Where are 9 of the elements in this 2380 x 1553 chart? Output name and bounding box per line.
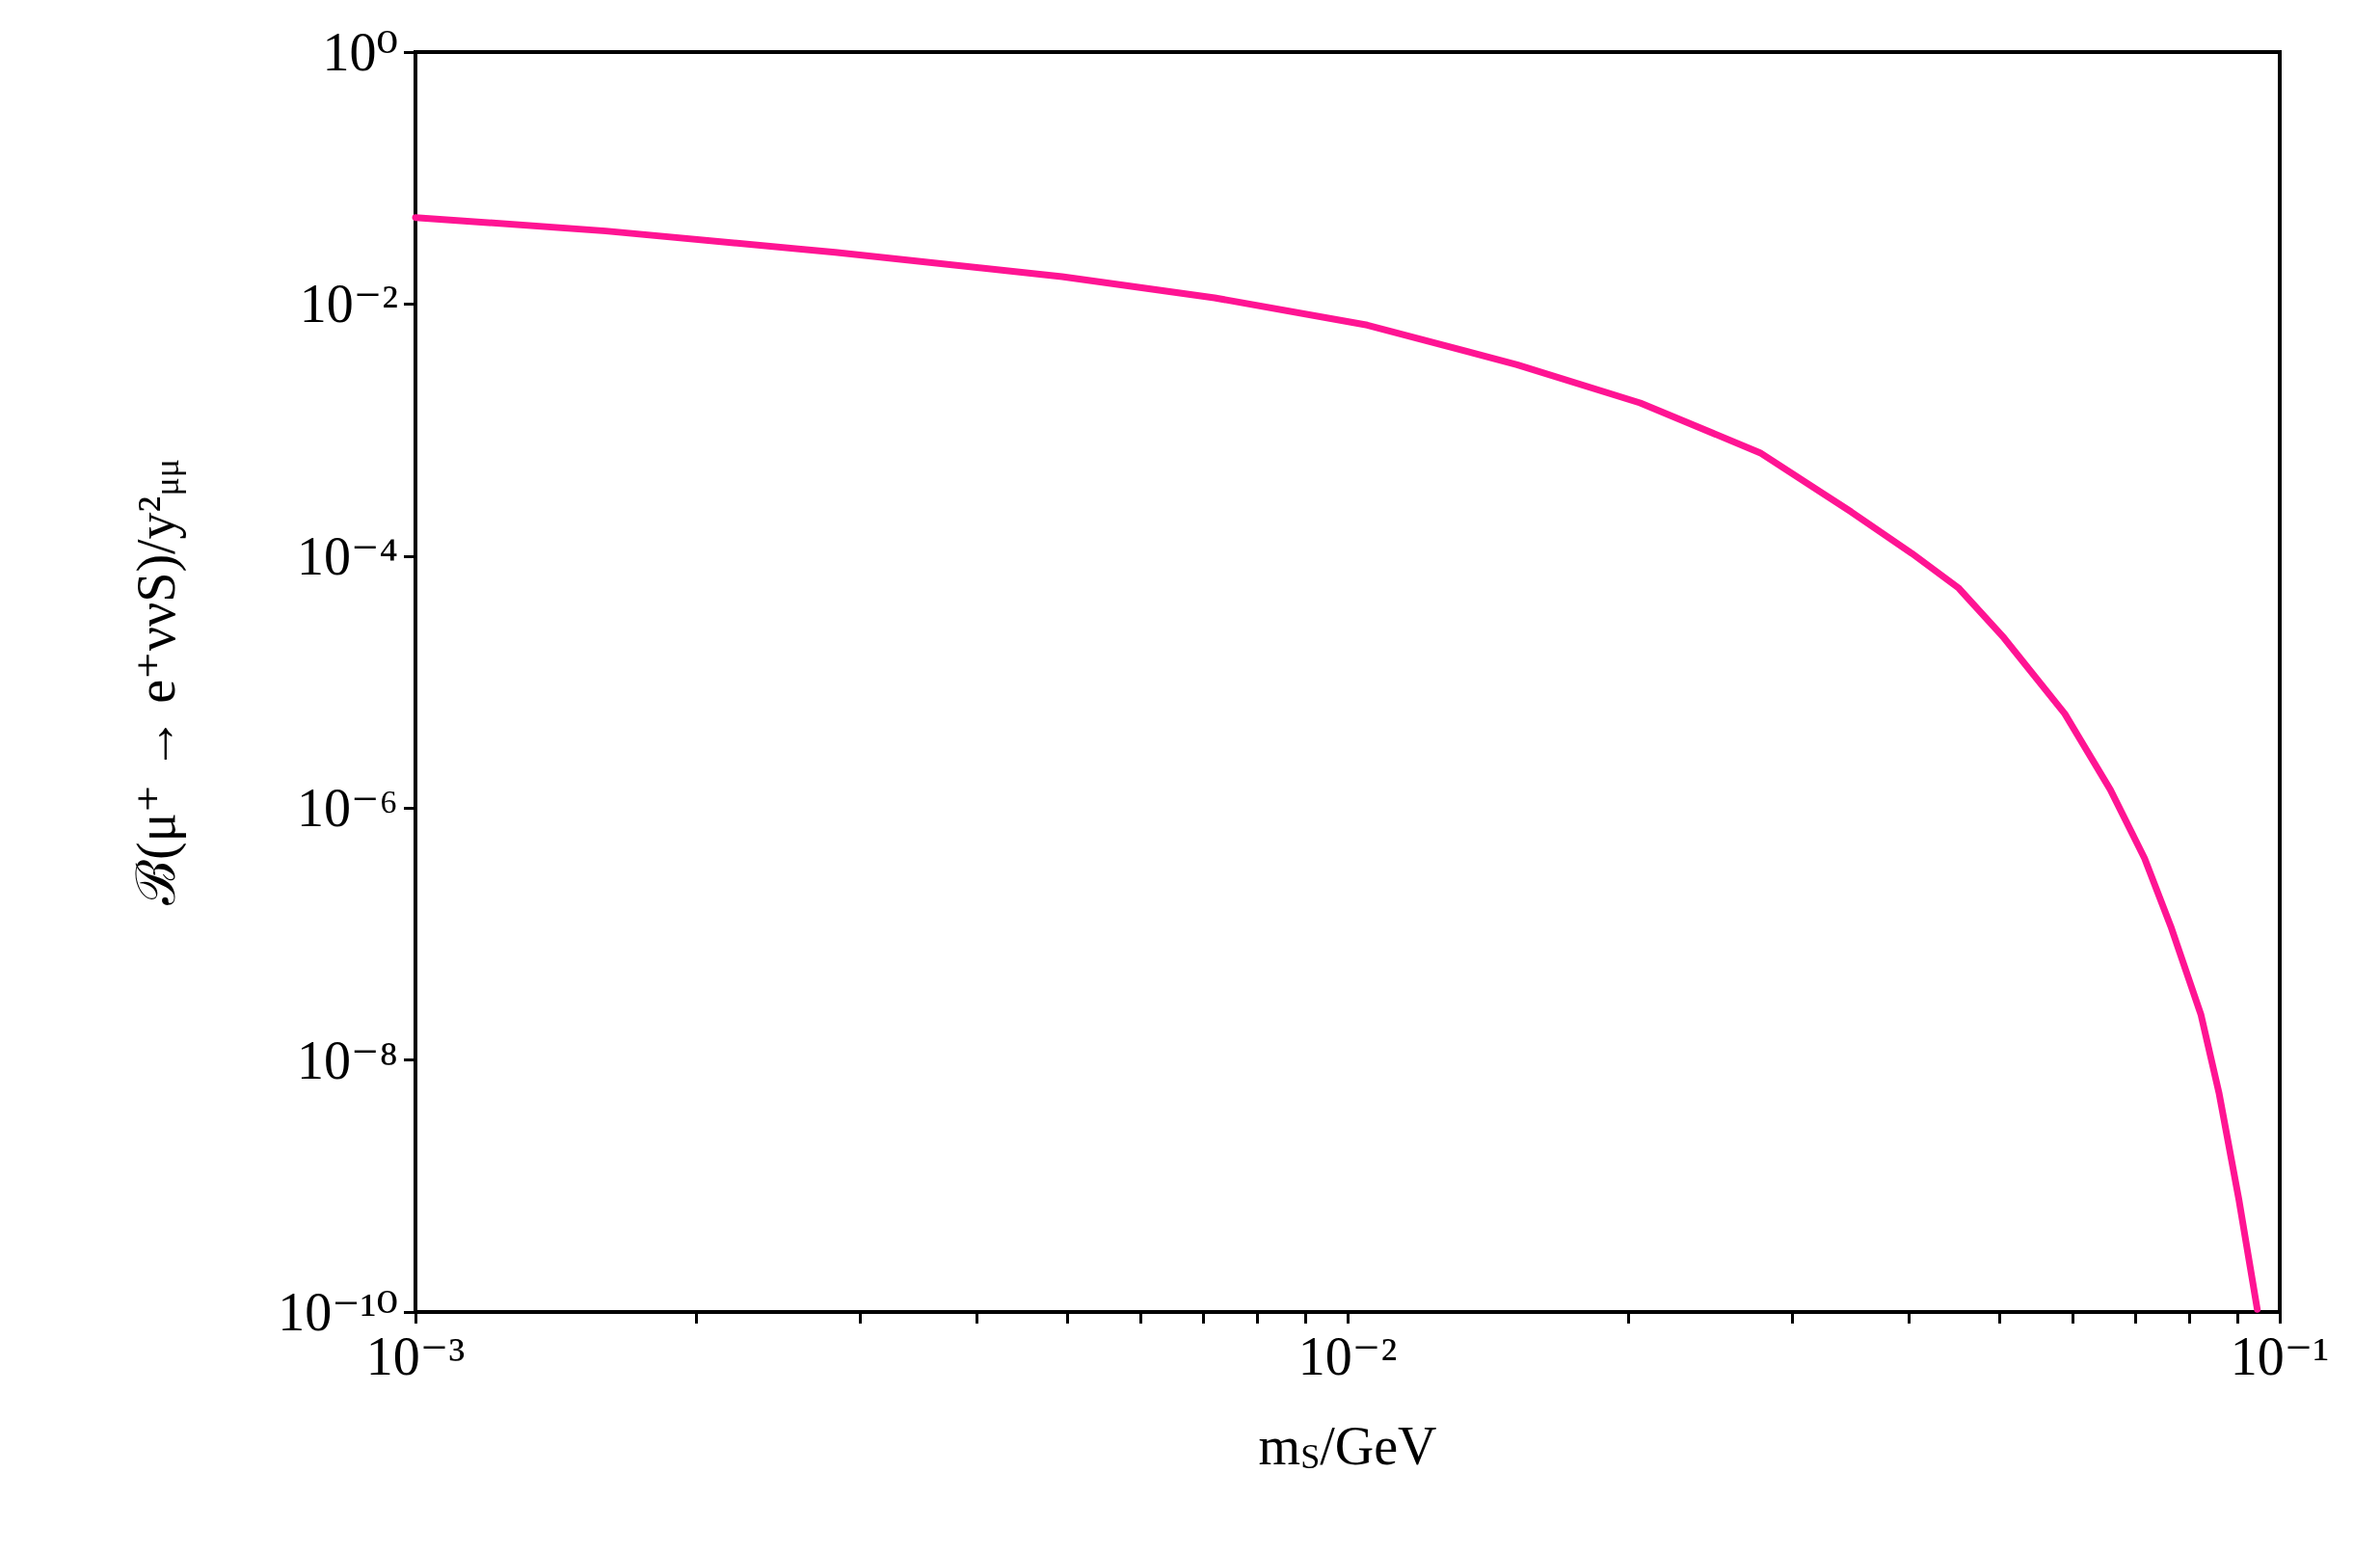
y-tick-label: 10⁻² [299,274,398,335]
y-tick-label: 10⁰ [322,22,398,82]
y-tick-label: 10⁻⁴ [296,525,398,586]
x-axis-title: mS/GeV [1258,1416,1437,1476]
y-axis-title: ℬ(μ⁺ → e⁺ννS)/y²μμ [126,458,187,906]
y-tick-label: 10⁻⁸ [296,1030,398,1090]
y-tick-label: 10⁻⁶ [296,778,398,839]
x-tick-label: 10⁻¹ [2230,1326,2330,1386]
x-tick-label: 10⁻² [1297,1326,1398,1386]
